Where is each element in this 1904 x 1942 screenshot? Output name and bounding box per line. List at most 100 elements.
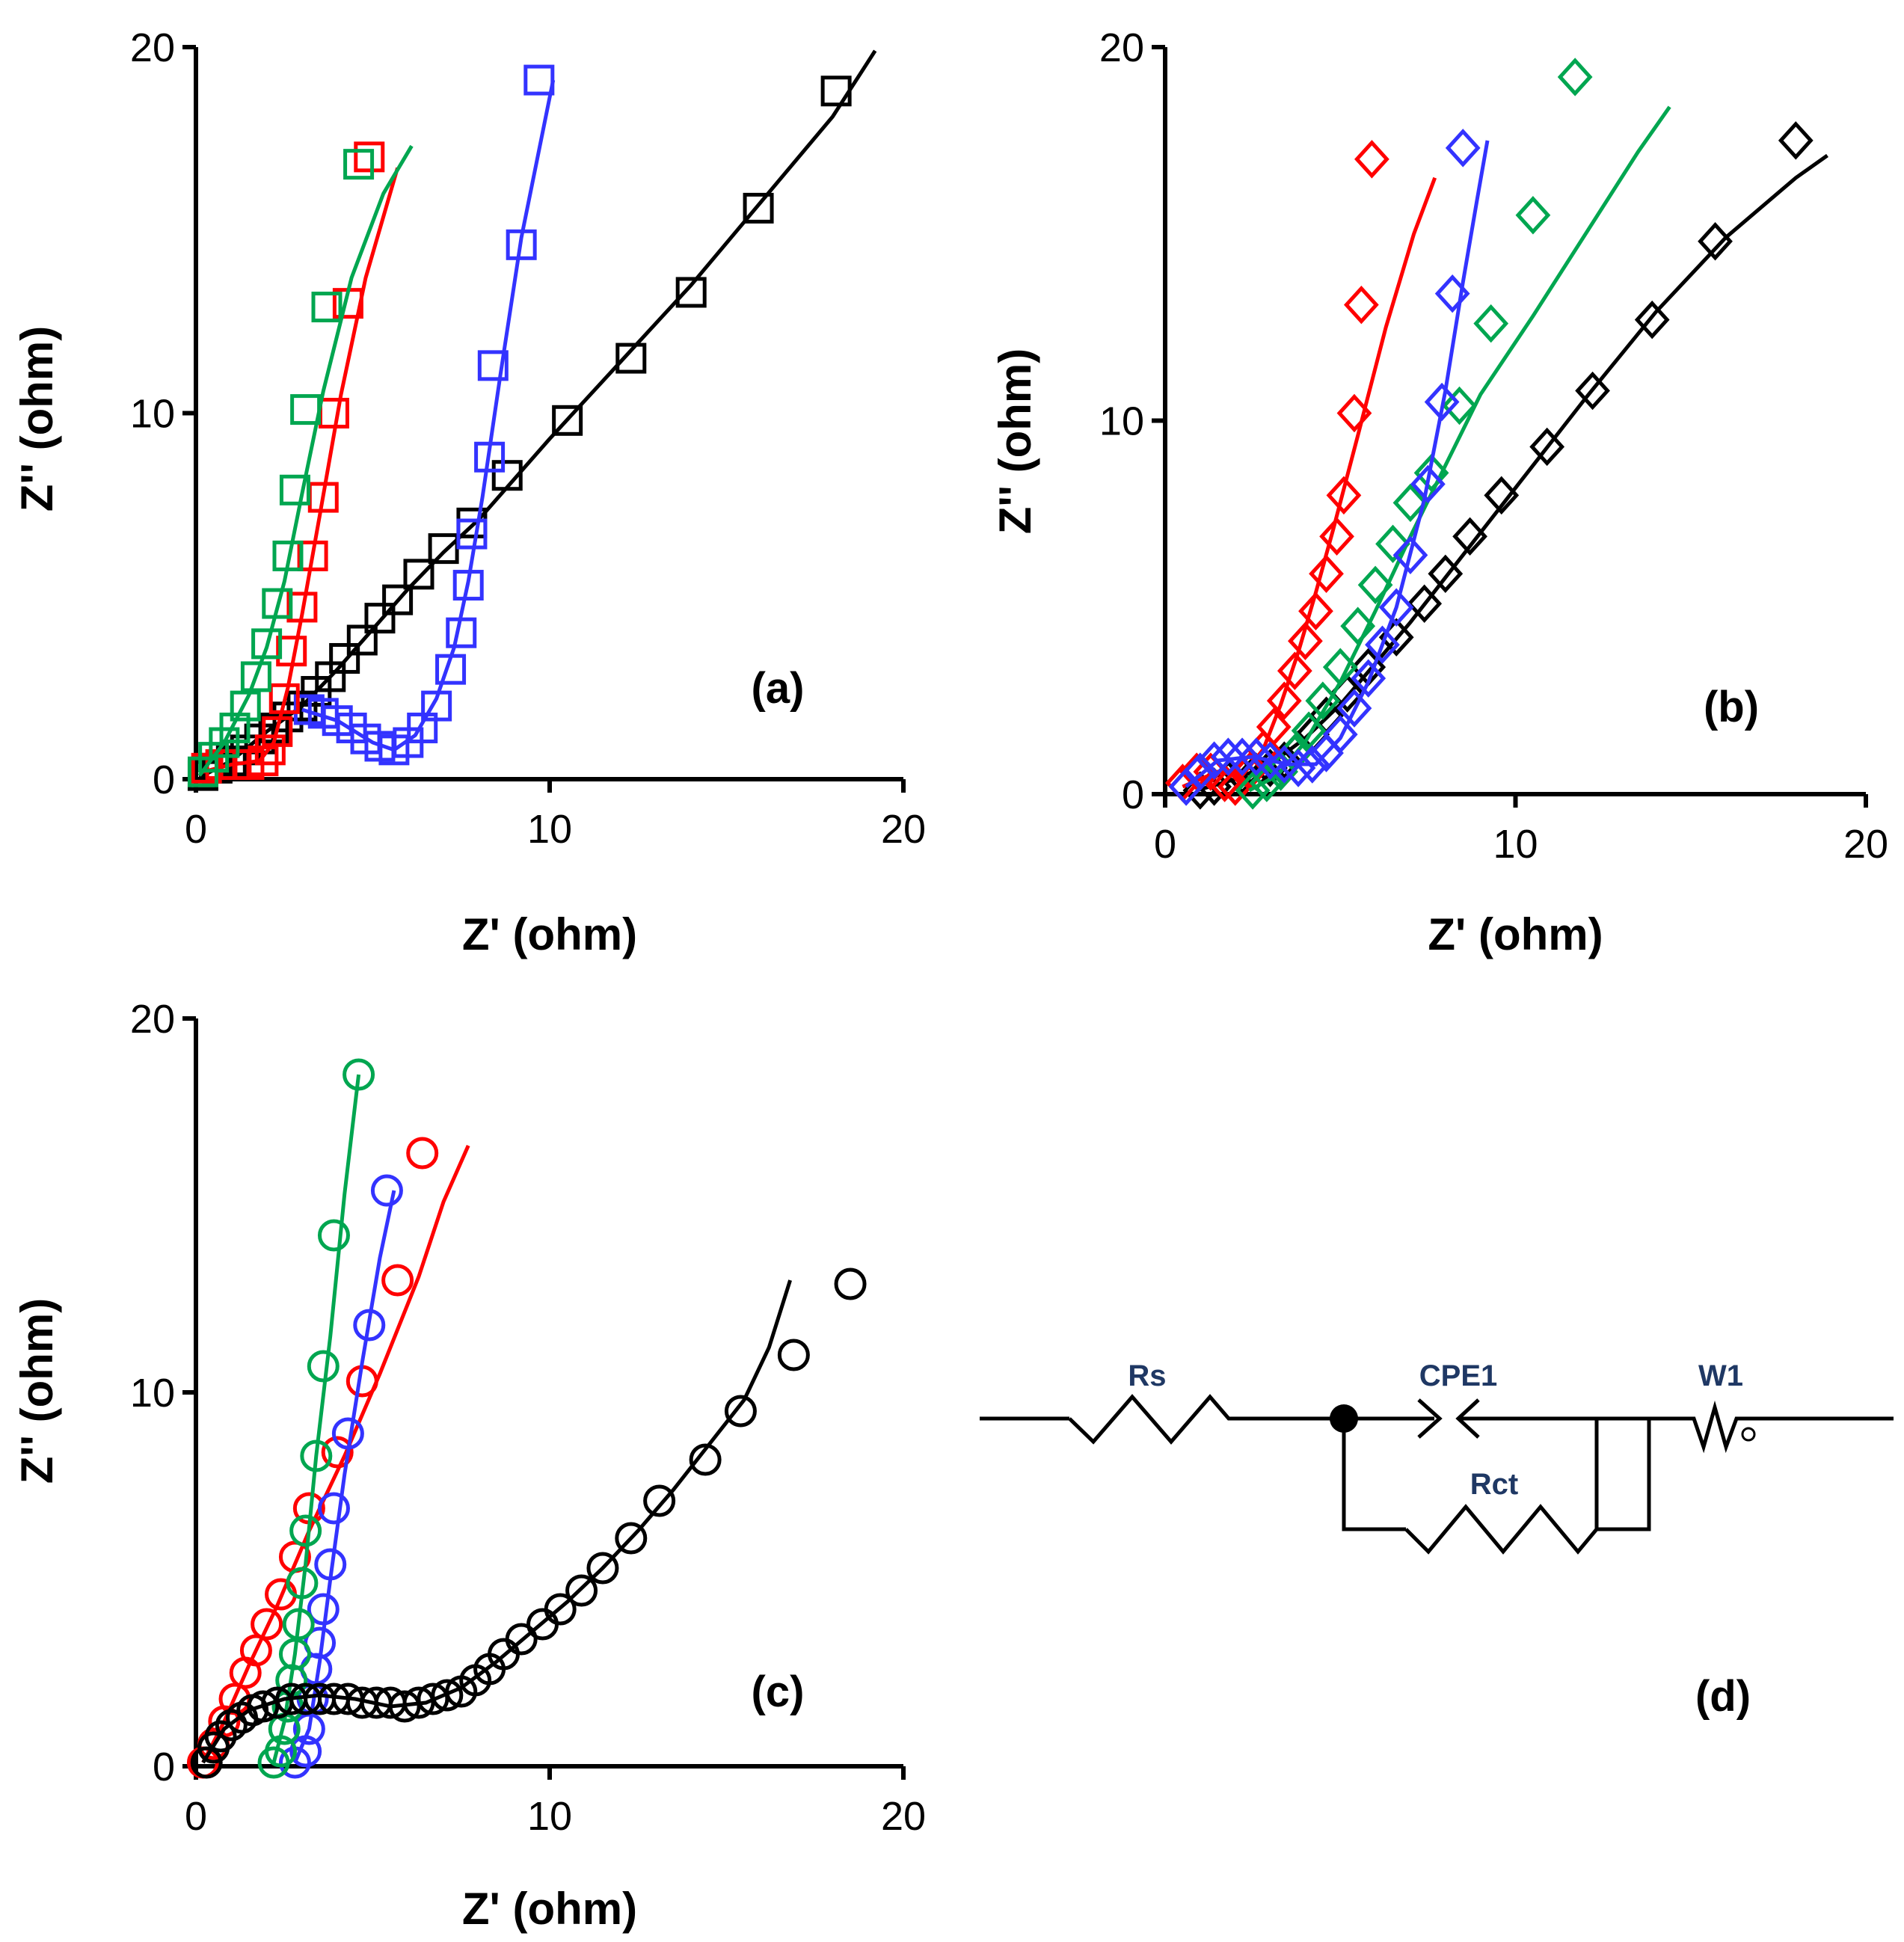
y-tick-label: 20 [130, 997, 175, 1042]
y-axis-title: Z'' (ohm) [12, 1298, 62, 1484]
data-point [1182, 752, 1218, 791]
data-point [278, 1638, 311, 1671]
data-point [268, 683, 300, 714]
data-point [254, 734, 286, 766]
series-blue [1168, 129, 1490, 806]
fit-line-red [202, 167, 400, 774]
data-point [1424, 382, 1460, 422]
panel-label: (c) [752, 1668, 805, 1716]
x-tick-label: 0 [185, 1794, 207, 1839]
x-tick-label: 10 [527, 1794, 572, 1839]
data-point [1378, 588, 1414, 627]
data-point [565, 1574, 598, 1607]
data-point [1557, 58, 1593, 96]
x-axis-title: Z' (ohm) [462, 1884, 637, 1934]
series-red [1165, 140, 1437, 806]
y-tick-label: 10 [130, 392, 175, 437]
wire-rct-right [1597, 1419, 1651, 1531]
x-axis-title: Z' (ohm) [1428, 909, 1603, 959]
label-rct: Rct [1470, 1468, 1518, 1501]
data-point [1326, 476, 1362, 515]
fit-line-red [1182, 176, 1437, 789]
label-cpe1: CPE1 [1419, 1359, 1498, 1392]
panel-label: (a) [752, 664, 805, 713]
data-point [300, 1439, 333, 1472]
data-point [311, 292, 343, 323]
data-point [586, 1552, 619, 1585]
data-point [615, 342, 647, 374]
plot-panel-b: 0 10 20 0 10 20 Z' (ohm) Z'' (ohm) (b) [990, 25, 1888, 959]
y-tick-label: 10 [130, 1371, 175, 1416]
data-point [1266, 745, 1302, 784]
x-tick-label: 0 [185, 807, 207, 852]
data-point [204, 1720, 237, 1753]
data-point [343, 149, 375, 180]
data-point [1322, 715, 1358, 754]
data-point [1354, 140, 1389, 179]
data-point [1277, 651, 1312, 690]
data-point [279, 474, 310, 506]
data-point [505, 1623, 538, 1656]
data-point [552, 405, 583, 436]
data-point [272, 540, 304, 571]
data-point [1197, 741, 1232, 780]
data-point [1515, 196, 1551, 235]
warburg-open-terminal [1741, 1427, 1756, 1442]
data-point [307, 1593, 340, 1626]
data-point [1434, 274, 1470, 313]
data-point [1407, 584, 1443, 623]
data-point [190, 1746, 223, 1779]
data-point [1473, 304, 1509, 343]
plot-panel-a: 0 10 20 0 10 20 Z' (ohm) Z'' (ohm) (a) [12, 25, 926, 959]
x-tick-label: 20 [881, 807, 926, 852]
data-point [456, 518, 488, 550]
data-point [1392, 535, 1428, 575]
data-point [1235, 771, 1271, 810]
panel-label: (b) [1704, 683, 1759, 731]
label-rs: Rs [1128, 1359, 1166, 1392]
data-point [544, 1593, 577, 1626]
data-point [1375, 524, 1410, 564]
data-point [1253, 741, 1288, 780]
data-point [1445, 129, 1481, 168]
data-point [1266, 681, 1302, 720]
data-point [248, 746, 279, 777]
data-point [251, 1608, 283, 1641]
fit-line-blue [293, 1190, 396, 1763]
data-point [1210, 737, 1246, 776]
data-point [777, 1339, 810, 1371]
series-blue [293, 64, 556, 766]
data-point [523, 64, 555, 96]
data-point [314, 1548, 347, 1581]
data-point [1575, 371, 1610, 411]
data-point [1309, 554, 1344, 594]
data-point [435, 654, 467, 685]
data-point [1442, 386, 1477, 425]
data-point [297, 540, 328, 571]
data-point [265, 1735, 298, 1768]
data-point [230, 690, 261, 722]
panel-label-d: (d) [1695, 1672, 1751, 1721]
data-point [1322, 648, 1358, 686]
y-tick-label: 0 [153, 758, 175, 802]
data-point [1698, 222, 1733, 261]
data-point [354, 141, 385, 173]
data-point [307, 1350, 340, 1383]
data-point [331, 1417, 364, 1450]
data-point [219, 712, 251, 743]
data-point [262, 588, 293, 619]
data-point [1343, 285, 1379, 325]
data-point [240, 661, 271, 692]
resistor-rct [1404, 1504, 1598, 1555]
x-tick-label: 0 [1154, 822, 1176, 867]
x-tick-label: 10 [527, 807, 572, 852]
data-point [1634, 300, 1670, 339]
data-point [251, 628, 283, 660]
x-axis-title: Z' (ohm) [462, 909, 637, 959]
data-point [1392, 483, 1428, 523]
data-point [820, 76, 852, 107]
data-point [1484, 476, 1520, 515]
data-point [1256, 707, 1292, 746]
data-point [403, 559, 434, 590]
series-green [257, 1058, 375, 1779]
